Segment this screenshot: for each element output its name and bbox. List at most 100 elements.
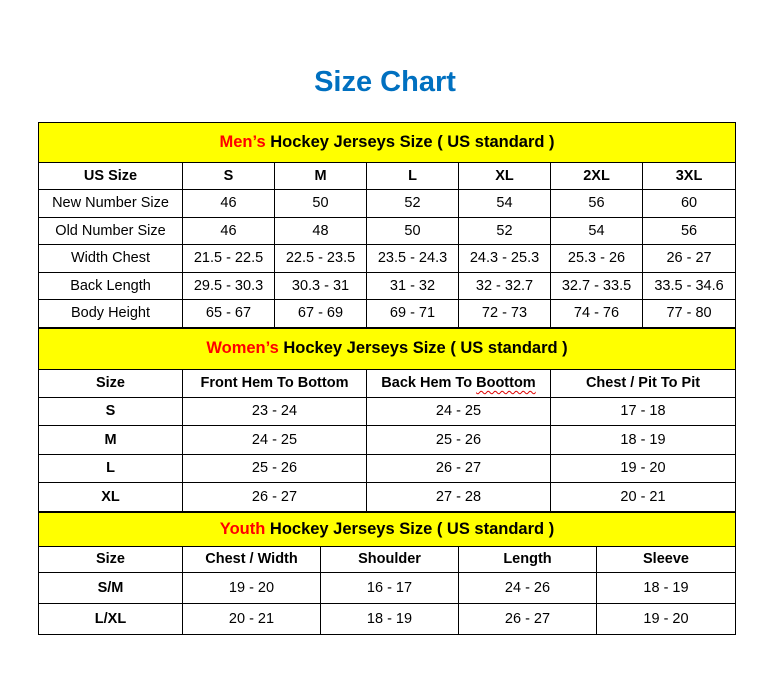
table-cell: 50 [274, 189, 367, 218]
column-header-label: 2XL [583, 168, 610, 184]
table-row: L 25 - 26 26 - 27 19 - 20 [38, 453, 737, 483]
women-header-row: Women’s Hockey Jerseys Size ( US standar… [37, 327, 737, 370]
column-header-label: M [314, 168, 327, 184]
table-row: New Number Size 46 50 52 54 56 60 [38, 189, 737, 218]
column-header: 2XL [550, 162, 643, 190]
column-header: Size [38, 545, 183, 573]
table-cell: 19 - 20 [549, 453, 737, 483]
table-cell: 19 - 20 [182, 571, 321, 604]
table-row: Old Number Size 46 48 50 52 54 56 [38, 216, 737, 245]
row-label: M [38, 425, 183, 455]
table-cell: 65 - 67 [182, 299, 275, 328]
women-header-text: Hockey Jerseys Size ( US standard ) [278, 339, 568, 357]
table-cell: 25 - 26 [182, 453, 367, 483]
column-header-label: 3XL [675, 168, 703, 184]
table-cell: 20 - 21 [182, 602, 321, 635]
table-cell: 26 - 27 [366, 453, 551, 483]
table-cell: 54 [458, 189, 551, 218]
men-header-row: Men’s Hockey Jerseys Size ( US standard … [37, 122, 737, 163]
table-cell: 26 - 27 [458, 602, 597, 635]
table-cell: 46 [182, 189, 275, 218]
column-header-label: Chest / Pit To Pit [585, 375, 701, 391]
table-cell: 52 [458, 216, 551, 245]
column-header-label: S [223, 168, 234, 184]
column-header: L [366, 162, 459, 190]
column-header-label: Sleeve [643, 551, 689, 567]
row-label: XL [38, 482, 183, 512]
youth-section-header: Youth Hockey Jerseys Size ( US standard … [37, 511, 737, 547]
table-cell: 46 [182, 216, 275, 245]
column-header-label: Front Hem To Bottom [200, 375, 349, 391]
row-label: Old Number Size [38, 216, 183, 245]
column-header: Sleeve [595, 545, 737, 573]
table-row: L/XL 20 - 21 18 - 19 26 - 27 19 - 20 [38, 602, 737, 635]
table-cell: 21.5 - 22.5 [182, 244, 275, 273]
men-section-header: Men’s Hockey Jerseys Size ( US standard … [37, 122, 737, 163]
table-cell: 60 [641, 189, 737, 218]
table-cell: 31 - 32 [366, 271, 459, 300]
column-header-label: Length [503, 551, 552, 567]
column-header: Shoulder [320, 545, 459, 573]
row-label: Body Height [38, 299, 183, 328]
table-cell: 77 - 80 [641, 299, 737, 328]
column-header: S [182, 162, 275, 190]
column-header: Chest / Width [182, 545, 321, 573]
page-title: Size Chart [314, 66, 456, 98]
table-row: S 23 - 24 24 - 25 17 - 18 [38, 396, 737, 426]
table-cell: 54 [550, 216, 643, 245]
row-label: L/XL [38, 602, 183, 635]
table-row: Body Height 65 - 67 67 - 69 69 - 71 72 - 73 7… [38, 299, 737, 328]
column-header: XL [458, 162, 551, 190]
table-cell: 56 [641, 216, 737, 245]
table-cell: 18 - 19 [595, 571, 737, 604]
table-cell: 67 - 69 [274, 299, 367, 328]
column-header-label: Size [95, 375, 125, 391]
column-header: Front Hem To Bottom [182, 368, 367, 398]
table-cell: 32.7 - 33.5 [550, 271, 643, 300]
table-cell: 23.5 - 24.3 [366, 244, 459, 273]
women-section-header: Women’s Hockey Jerseys Size ( US standar… [37, 327, 737, 370]
column-header: Size [38, 368, 183, 398]
table-cell: 74 - 76 [550, 299, 643, 328]
row-label: Width Chest [38, 244, 183, 273]
misspelled-word: Boottom [476, 375, 536, 391]
table-cell: 16 - 17 [320, 571, 459, 604]
table-cell: 25 - 26 [366, 425, 551, 455]
women-header-highlight: Women’s [206, 339, 279, 357]
table-row: Width Chest 21.5 - 22.5 22.5 - 23.5 23.5 - … [38, 244, 737, 273]
column-header: Chest / Pit To Pit [549, 368, 737, 398]
column-header: Length [458, 545, 597, 573]
row-label: Back Length [38, 271, 183, 300]
column-header-label: Shoulder [358, 551, 421, 567]
table-cell: 52 [366, 189, 459, 218]
table-cell: 24 - 25 [366, 396, 551, 426]
column-header-label: US Size [83, 168, 138, 184]
table-cell: 32 - 32.7 [458, 271, 551, 300]
table-row: M 24 - 25 25 - 26 18 - 19 [38, 425, 737, 455]
table-cell: 27 - 28 [366, 482, 551, 512]
table-cell: 24 - 25 [182, 425, 367, 455]
youth-header-highlight: Youth [219, 519, 266, 538]
table-row: XL 26 - 27 27 - 28 20 - 21 [38, 482, 737, 512]
table-cell: 26 - 27 [641, 244, 737, 273]
row-label: S [38, 396, 183, 426]
table-cell: 69 - 71 [366, 299, 459, 328]
table-cell: 20 - 21 [549, 482, 737, 512]
table-cell: 17 - 18 [549, 396, 737, 426]
column-header-label: Size [95, 551, 125, 567]
column-header-label: L [408, 168, 417, 184]
row-label: S/M [38, 571, 183, 604]
table-cell: 72 - 73 [458, 299, 551, 328]
youth-header-text: Hockey Jerseys Size ( US standard ) [265, 519, 555, 538]
men-size-table: Men’s Hockey Jerseys Size ( US standard … [37, 122, 737, 328]
table-cell: 48 [274, 216, 367, 245]
column-header-label: XL [495, 168, 514, 184]
women-column-header-row: Size Front Hem To Bottom Back Hem To Boott… [38, 368, 737, 398]
table-cell: 56 [550, 189, 643, 218]
men-header-text: Hockey Jerseys Size ( US standard ) [265, 133, 555, 151]
row-label: L [38, 453, 183, 483]
men-column-header-row: US Size S M L XL 2XL 3XL [38, 162, 737, 190]
column-header-label: Chest / Width [205, 551, 298, 567]
table-cell: 33.5 - 34.6 [641, 271, 737, 300]
table-row: Back Length 29.5 - 30.3 30.3 - 31 31 - 32 32… [38, 271, 737, 300]
